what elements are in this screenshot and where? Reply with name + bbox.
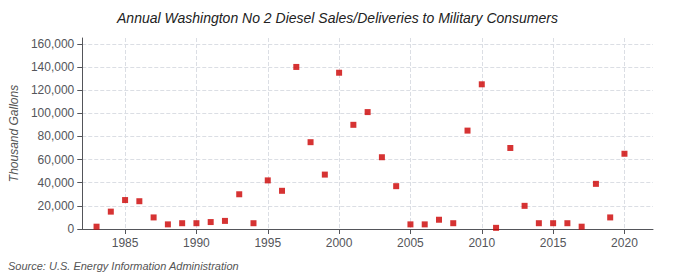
svg-text:120,000: 120,000	[31, 83, 75, 97]
svg-text:1985: 1985	[112, 236, 139, 250]
svg-text:2015: 2015	[540, 236, 567, 250]
svg-text:Thousand Gallons: Thousand Gallons	[7, 85, 21, 182]
svg-text:2010: 2010	[468, 236, 495, 250]
svg-text:2005: 2005	[397, 236, 424, 250]
svg-text:80,000: 80,000	[38, 129, 75, 143]
svg-text:2000: 2000	[326, 236, 353, 250]
svg-text:Source: U.S. Energy Informatio: Source: U.S. Energy Information Administ…	[8, 260, 239, 272]
svg-text:0: 0	[68, 222, 75, 236]
svg-text:1990: 1990	[183, 236, 210, 250]
svg-text:Annual Washington No 2 Diesel: Annual Washington No 2 Diesel Sales/Deli…	[116, 10, 558, 26]
svg-text:100,000: 100,000	[31, 106, 75, 120]
svg-text:2020: 2020	[611, 236, 638, 250]
svg-text:140,000: 140,000	[31, 60, 75, 74]
svg-text:1995: 1995	[254, 236, 281, 250]
svg-text:40,000: 40,000	[38, 176, 75, 190]
svg-text:60,000: 60,000	[38, 153, 75, 167]
svg-text:20,000: 20,000	[38, 199, 75, 213]
svg-text:160,000: 160,000	[31, 37, 75, 51]
